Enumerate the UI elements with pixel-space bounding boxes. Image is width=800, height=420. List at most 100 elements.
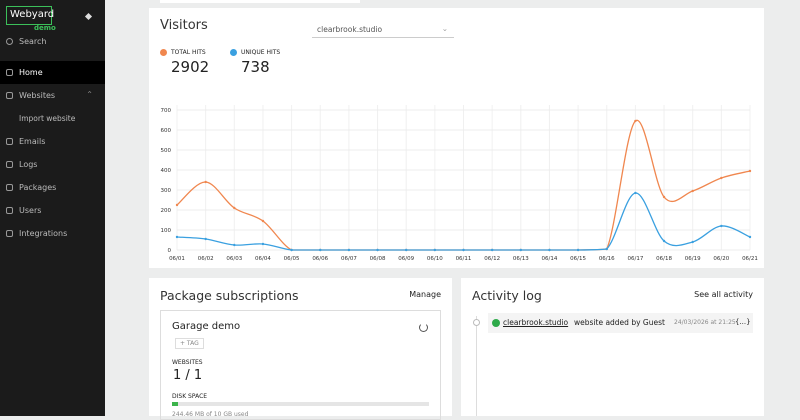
x-tick-label: 06/21 xyxy=(742,256,758,262)
nav-item[interactable]: Packages xyxy=(0,176,105,199)
x-tick-label: 06/06 xyxy=(312,256,328,262)
data-point xyxy=(433,248,437,252)
data-point xyxy=(662,195,666,199)
data-point xyxy=(204,237,207,241)
nav-icon xyxy=(6,138,13,145)
site-link[interactable]: clearbrook.studio xyxy=(503,318,569,327)
data-point xyxy=(548,248,551,252)
stat-label: UNIQUE HITS xyxy=(241,49,281,56)
activity-entry: clearbrook.studio website added by Guest… xyxy=(488,313,753,333)
x-tick-label: 06/01 xyxy=(169,256,185,262)
data-point xyxy=(462,248,465,252)
x-tick-label: 06/20 xyxy=(713,256,729,262)
activity-card: Activity log See all activity clearbrook… xyxy=(461,278,764,416)
nav-item[interactable]: Integrations xyxy=(0,222,105,245)
data-point xyxy=(175,235,179,239)
manage-link[interactable]: Manage xyxy=(409,290,441,299)
chevron: ⌃ xyxy=(86,90,93,99)
data-point xyxy=(634,191,637,195)
nav-item[interactable]: Import website xyxy=(0,107,105,130)
data-point xyxy=(233,206,236,210)
y-tick-label: 600 xyxy=(161,128,172,134)
package-box: Garage demo + TAG WEBSITES 1 / 1 DISK SP… xyxy=(160,310,441,420)
nav-icon xyxy=(6,230,13,237)
refresh-icon[interactable] xyxy=(419,323,428,332)
y-tick-label: 300 xyxy=(161,188,172,194)
visitors-card: Visitors clearbrook.studio ⌄ 06/01 06/02 06… xyxy=(149,8,764,268)
nav-label: Home xyxy=(19,68,43,77)
timeline-dot xyxy=(473,319,480,326)
stat-label: TOTAL HITS xyxy=(171,49,206,56)
y-tick-label: 0 xyxy=(168,248,172,254)
nav-label: Packages xyxy=(19,183,57,192)
logo[interactable]: Webyard xyxy=(6,6,54,25)
x-tick-label: 06/03 xyxy=(226,256,242,262)
nav-item[interactable]: Logs xyxy=(0,153,105,176)
data-point xyxy=(290,248,293,252)
nav-icon xyxy=(6,184,13,191)
x-tick-label: 06/13 xyxy=(513,256,529,262)
nav-icon xyxy=(6,207,13,214)
data-point xyxy=(175,203,179,207)
icon xyxy=(6,38,13,45)
nav-label: Integrations xyxy=(19,229,68,238)
sidebar: Webyard demo Search Home Websites ⌃ Import … xyxy=(0,0,105,416)
disk-label: DISK SPACE xyxy=(172,393,208,400)
x-tick-label: 06/11 xyxy=(456,256,472,262)
site-select[interactable]: clearbrook.studio ⌄ xyxy=(312,20,454,38)
x-tick-label: 06/10 xyxy=(427,256,443,262)
data-point xyxy=(376,248,379,252)
nav-label: Emails xyxy=(19,137,46,146)
nav-item[interactable]: Home xyxy=(0,61,105,84)
data-point xyxy=(405,248,408,252)
card-title: Visitors xyxy=(160,18,208,33)
data-point xyxy=(261,219,265,223)
data-point xyxy=(233,243,236,247)
details-button[interactable]: {...} xyxy=(735,318,751,326)
x-tick-label: 06/09 xyxy=(398,256,414,262)
entry-text: website added by Guest xyxy=(574,318,665,327)
timeline xyxy=(476,316,477,416)
y-tick-label: 200 xyxy=(161,208,172,214)
chart: 06/01 06/02 06/03 06/04 06/05 06/06 06/07 06/08… xyxy=(161,105,758,262)
data-point xyxy=(519,248,522,252)
x-tick-label: 06/14 xyxy=(542,256,558,262)
nav-item[interactable]: Users xyxy=(0,199,105,222)
tag-button[interactable]: + TAG xyxy=(175,338,204,349)
data-point xyxy=(634,119,637,123)
see-all-link[interactable]: See all activity xyxy=(694,290,753,299)
success-icon xyxy=(492,319,500,327)
nav-icon xyxy=(6,161,13,168)
data-point xyxy=(576,248,580,252)
x-tick-label: 06/19 xyxy=(685,256,701,262)
x-tick-label: 06/12 xyxy=(484,256,500,262)
logo-sub: demo xyxy=(34,24,56,32)
data-point xyxy=(347,248,351,252)
stat-value: 2902 xyxy=(171,58,210,76)
legend-dot xyxy=(160,49,167,56)
card-title: Activity log xyxy=(472,288,542,303)
pin-icon[interactable] xyxy=(84,12,93,21)
data-point xyxy=(691,189,694,193)
x-tick-label: 06/05 xyxy=(284,256,300,262)
card-title: Package subscriptions xyxy=(160,288,299,303)
nav-item[interactable]: Websites ⌃ xyxy=(0,84,105,107)
chevron: ⌄ xyxy=(441,24,448,33)
disk-text: 244.46 MB of 10 GB used xyxy=(172,411,249,418)
data-point xyxy=(605,247,608,251)
disk-bar xyxy=(172,402,429,406)
top-card-edge xyxy=(160,0,360,3)
y-tick-label: 400 xyxy=(161,168,172,174)
x-tick-label: 06/04 xyxy=(255,256,271,262)
nav-item[interactable]: Emails xyxy=(0,130,105,153)
x-tick-label: 06/17 xyxy=(627,256,643,262)
stat-value: 738 xyxy=(241,58,270,76)
data-point xyxy=(662,239,666,243)
nav-label: Logs xyxy=(19,160,38,169)
packages-card: Package subscriptions Manage Garage demo… xyxy=(149,278,452,420)
data-point xyxy=(720,224,723,228)
data-point xyxy=(490,248,494,252)
search[interactable]: Search xyxy=(0,30,105,53)
nav-label: Users xyxy=(19,206,42,215)
